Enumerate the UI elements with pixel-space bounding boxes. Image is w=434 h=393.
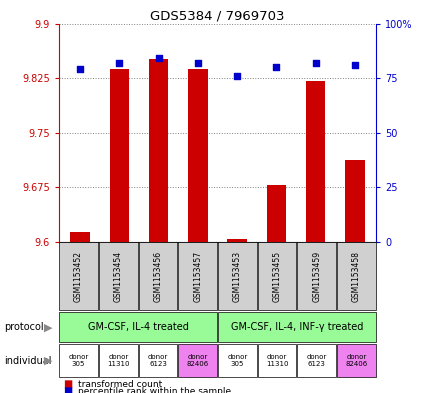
Bar (305, 81, 325, 242)
Text: ▶: ▶ (43, 356, 52, 365)
Text: donor
305: donor 305 (68, 354, 89, 367)
Point (77, 66, 84, 73)
Bar (187, 69, 207, 242)
Text: GSM1153452: GSM1153452 (74, 251, 83, 301)
Point (116, 60, 123, 66)
Text: GSM1153454: GSM1153454 (114, 250, 122, 302)
Text: GDS5384 / 7969703: GDS5384 / 7969703 (150, 10, 284, 23)
Text: GSM1153457: GSM1153457 (193, 250, 202, 302)
Point (155, 55, 162, 62)
Point (272, 64, 279, 70)
Text: ■: ■ (63, 379, 72, 389)
Bar (227, 239, 247, 242)
Text: donor
82406: donor 82406 (186, 354, 208, 367)
Text: GSM1153458: GSM1153458 (351, 251, 360, 301)
Text: transformed count: transformed count (78, 380, 162, 389)
Text: ▶: ▶ (43, 322, 52, 332)
Text: donor
11310: donor 11310 (265, 354, 288, 367)
Bar (148, 59, 168, 242)
Text: GSM1153459: GSM1153459 (312, 250, 320, 302)
Text: donor
6123: donor 6123 (148, 354, 168, 367)
Bar (109, 69, 129, 242)
Text: GSM1153456: GSM1153456 (153, 250, 162, 302)
Bar (344, 160, 364, 242)
Bar (266, 185, 286, 242)
Text: donor
6123: donor 6123 (306, 354, 326, 367)
Text: donor
82406: donor 82406 (345, 354, 367, 367)
Bar (70, 232, 90, 242)
Point (194, 60, 201, 66)
Text: GSM1153455: GSM1153455 (272, 250, 281, 302)
Text: GSM1153453: GSM1153453 (232, 250, 241, 302)
Text: ■: ■ (63, 386, 72, 393)
Point (233, 73, 240, 79)
Text: individual: individual (4, 356, 52, 365)
Point (350, 62, 357, 68)
Text: protocol: protocol (4, 322, 44, 332)
Text: donor
11310: donor 11310 (107, 354, 129, 367)
Text: GM-CSF, IL-4, INF-γ treated: GM-CSF, IL-4, INF-γ treated (230, 322, 362, 332)
Text: donor
305: donor 305 (227, 354, 247, 367)
Text: percentile rank within the sample: percentile rank within the sample (78, 387, 231, 393)
Text: GM-CSF, IL-4 treated: GM-CSF, IL-4 treated (88, 322, 188, 332)
Point (311, 60, 318, 66)
